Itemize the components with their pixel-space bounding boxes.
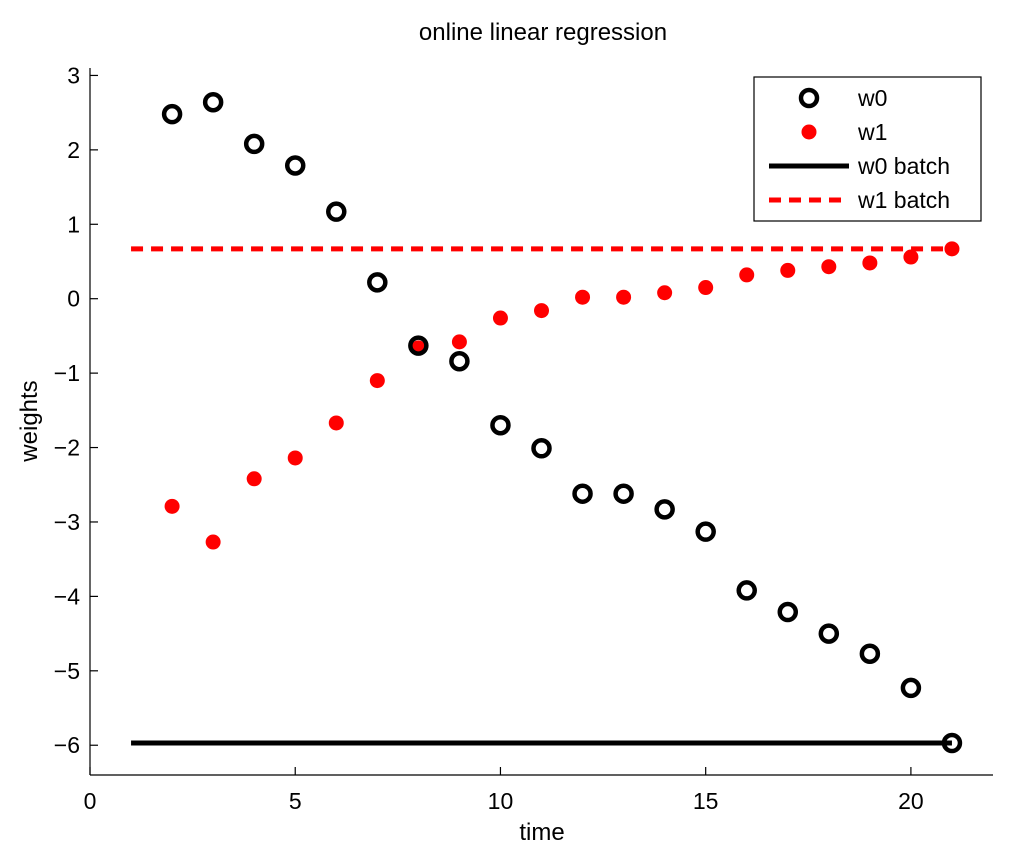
point-w1 — [616, 289, 632, 305]
axes: 0 5 10 15 20 −6 −5 −4 −3 −2 −1 0 1 2 3 — [54, 62, 993, 814]
y-tick-label: 2 — [67, 137, 80, 163]
y-tick-label: −1 — [54, 360, 80, 386]
point-w0 — [531, 438, 552, 459]
point-w0 — [818, 623, 840, 644]
legend-symbol-w0 — [798, 87, 820, 109]
point-w0 — [572, 483, 593, 504]
point-w1 — [657, 285, 673, 301]
point-w0 — [613, 483, 634, 504]
legend-symbol-w1 — [801, 124, 817, 140]
point-w1 — [575, 289, 591, 305]
point-w1 — [492, 310, 508, 326]
x-tick-label: 0 — [84, 788, 97, 814]
point-w1 — [862, 255, 878, 271]
point-w0 — [777, 601, 799, 623]
point-w1 — [944, 241, 960, 257]
point-w0 — [408, 335, 429, 356]
x-axis-label: time — [519, 819, 564, 846]
point-w1 — [287, 450, 303, 466]
y-tick-label: −3 — [54, 509, 80, 535]
point-w1 — [780, 262, 796, 278]
point-w0 — [900, 677, 922, 699]
point-w0 — [326, 201, 347, 222]
y-tick-label: −2 — [54, 435, 80, 461]
point-w0 — [202, 91, 224, 113]
point-w0 — [941, 732, 963, 754]
point-w0 — [859, 643, 881, 664]
point-w0 — [695, 521, 716, 542]
x-tick-label: 15 — [693, 788, 719, 814]
legend-label: w0 batch — [857, 153, 950, 179]
y-tick-label: −5 — [54, 658, 80, 684]
chart-title: online linear regression — [419, 19, 667, 46]
point-w0 — [736, 580, 757, 601]
point-w1 — [534, 303, 549, 319]
point-w1 — [246, 471, 262, 487]
x-tick-label: 5 — [289, 788, 302, 814]
point-w0 — [243, 133, 265, 155]
point-w1 — [369, 373, 385, 389]
legend-label: w0 — [857, 85, 887, 111]
point-w1 — [328, 415, 344, 431]
y-tick-label: 3 — [67, 62, 80, 88]
x-tick-label: 10 — [488, 788, 514, 814]
legend: w0 w1 w0 batch w1 batch — [753, 76, 982, 222]
point-w1 — [903, 249, 919, 265]
y-tick-label: 1 — [67, 211, 80, 237]
y-tick-label: 0 — [67, 286, 80, 312]
point-w1 — [205, 534, 221, 550]
point-w0 — [449, 350, 470, 372]
point-w0 — [367, 272, 388, 293]
legend-label: w1 batch — [857, 187, 950, 213]
point-w1 — [739, 267, 755, 283]
point-w0 — [161, 103, 183, 125]
y-tick-label: −6 — [54, 732, 80, 758]
y-tick-label: −4 — [54, 583, 80, 609]
x-tick-label: 20 — [898, 788, 924, 814]
y-axis-label: weights — [16, 380, 43, 462]
point-w0 — [654, 499, 675, 520]
point-w1 — [164, 498, 180, 514]
point-w0 — [284, 155, 306, 176]
legend-label: w1 — [857, 119, 887, 145]
legend-box — [753, 76, 982, 222]
point-w1 — [698, 280, 714, 296]
point-w1 — [821, 259, 837, 275]
point-w0 — [490, 414, 511, 436]
point-w1 — [451, 334, 467, 350]
plot-area — [131, 91, 963, 754]
